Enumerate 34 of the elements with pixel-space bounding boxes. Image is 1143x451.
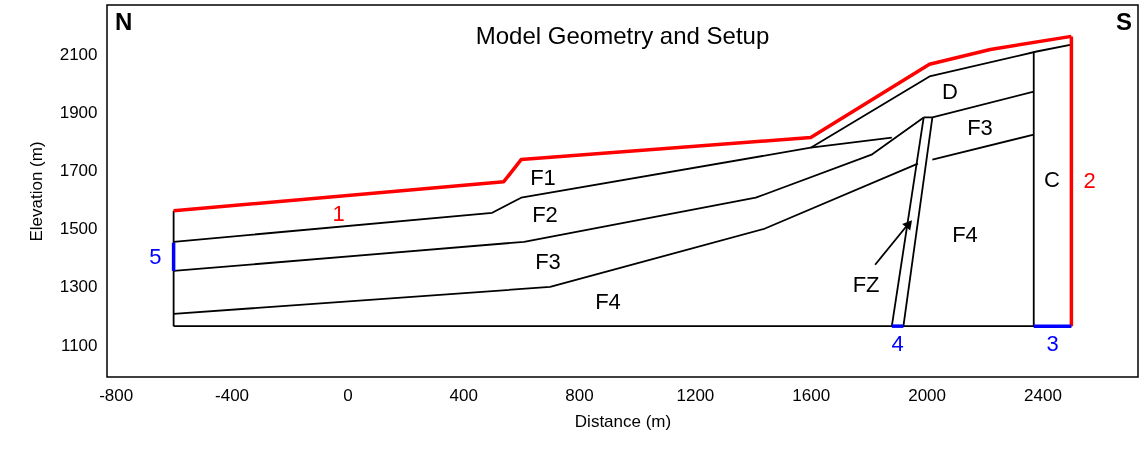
- y-tick-label: 1700: [59, 161, 98, 181]
- y-tick-label: 1500: [59, 219, 98, 239]
- series-label: 5: [149, 243, 162, 269]
- text: Model Geometry and Setup: [475, 22, 770, 49]
- x-tick-label: -800: [99, 385, 134, 405]
- annotation: S: [1115, 8, 1132, 35]
- annotation: C: [1044, 167, 1061, 192]
- annotation: FZ: [852, 271, 880, 297]
- series-label: 4: [891, 331, 904, 357]
- y-tick-label: 1100: [60, 335, 98, 355]
- x-axis-title: Distance (m): [574, 411, 672, 431]
- series-label: 3: [1046, 331, 1059, 357]
- annotation: F3: [967, 115, 993, 140]
- series-label: 2: [1083, 168, 1096, 194]
- x-tick-label: 2400: [1024, 385, 1062, 405]
- x-tick-label: 1200: [676, 385, 715, 405]
- y-tick-label: 1900: [59, 103, 98, 123]
- x-tick-label: 0: [343, 385, 353, 405]
- series-label: 1: [332, 201, 345, 227]
- annotation: F3: [535, 249, 561, 274]
- y-tick-label: 1300: [59, 277, 98, 297]
- annotation: N: [115, 8, 133, 35]
- annotation: F1: [530, 165, 556, 190]
- annotation: F4: [595, 289, 621, 314]
- x-tick-label: 800: [565, 385, 594, 405]
- x-tick-label: 1600: [792, 385, 831, 405]
- x-tick-label: -400: [215, 385, 250, 405]
- annotation: F4: [952, 222, 978, 247]
- y-tick-label: 2100: [59, 44, 98, 64]
- x-tick-label: 400: [449, 385, 478, 405]
- annotation: D: [942, 79, 958, 104]
- x-tick-label: 2000: [908, 385, 946, 405]
- annotation: F2: [532, 202, 558, 227]
- y-axis-title: Elevation (m): [26, 141, 46, 242]
